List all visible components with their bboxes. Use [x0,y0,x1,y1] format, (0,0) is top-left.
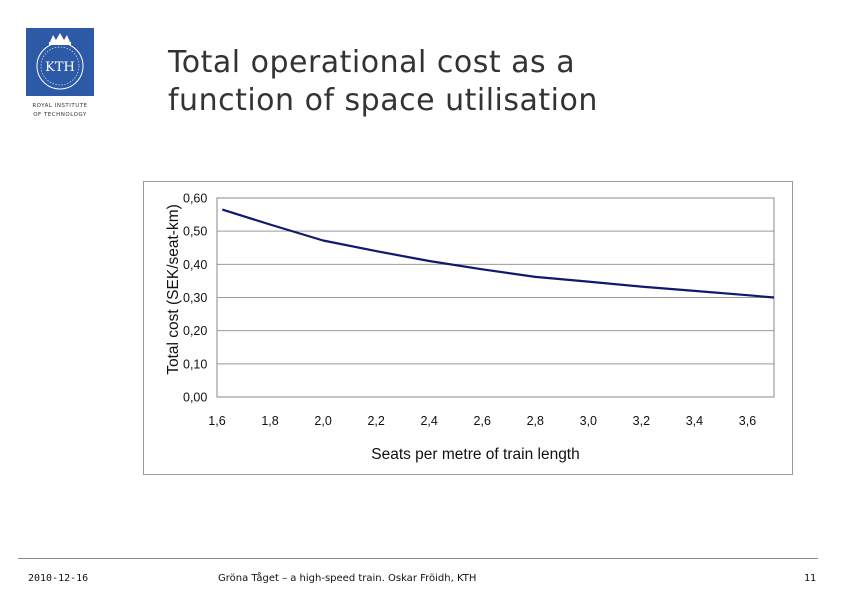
x-tick-label: 2,2 [367,414,384,428]
series-line-total-cost [221,208,775,299]
y-tick-label: 0,10 [183,357,207,371]
x-tick-label: 1,8 [261,414,278,428]
x-tick-labels: 1,6 1,8 2,0 2,2 2,4 2,6 2,8 3,0 3,2 3,4 3,6 [208,414,756,428]
slide-title-line-2: function of space utilisation [168,83,598,118]
kth-logo: KTH ROYAL INSTITUTE OF TECHNOLOGY [26,28,94,120]
x-tick-label: 3,0 [580,414,597,428]
page-number: 11 [804,573,817,584]
footer-divider [18,558,818,559]
y-tick-label: 0,30 [183,291,207,305]
y-axis-label: Total cost (SEK/seat-km) [165,204,182,375]
y-tick-label: 0,60 [183,192,207,206]
kth-logo-emblem: KTH [26,28,94,96]
y-tick-label: 0,20 [183,324,207,338]
y-tick-label: 0,50 [183,225,207,239]
footer-date: 2010-12-16 [28,573,89,584]
chart-frame [143,181,793,475]
cost-chart: 0,00 0,10 0,20 0,30 0,40 0,50 0,60 1,6 1,8 2,0 2,… [165,192,775,463]
x-tick-label: 3,4 [686,414,703,428]
x-tick-label: 2,4 [420,414,437,428]
kth-crest-icon: KTH [36,33,84,90]
kth-institute-name: ROYAL INSTITUTE OF TECHNOLOGY [32,103,88,118]
footer-caption: Gröna Tåget – a high-speed train. Oskar … [218,573,477,584]
svg-text:KTH: KTH [45,60,75,75]
x-tick-label: 2,8 [527,414,544,428]
slide-title: Total operational cost as a function of … [168,44,728,120]
x-tick-label: 2,0 [314,414,331,428]
x-tick-label: 1,6 [208,414,225,428]
x-tick-label: 3,2 [633,414,650,428]
x-axis-label: Seats per metre of train length [371,446,580,463]
y-tick-label: 0,40 [183,258,207,272]
x-tick-label: 2,6 [474,414,491,428]
y-tick-labels: 0,00 0,10 0,20 0,30 0,40 0,50 0,60 [183,192,207,405]
chart-gridlines [217,197,774,365]
y-tick-label: 0,00 [183,391,207,405]
slide-title-line-1: Total operational cost as a [168,45,576,80]
x-tick-label: 3,6 [739,414,756,428]
